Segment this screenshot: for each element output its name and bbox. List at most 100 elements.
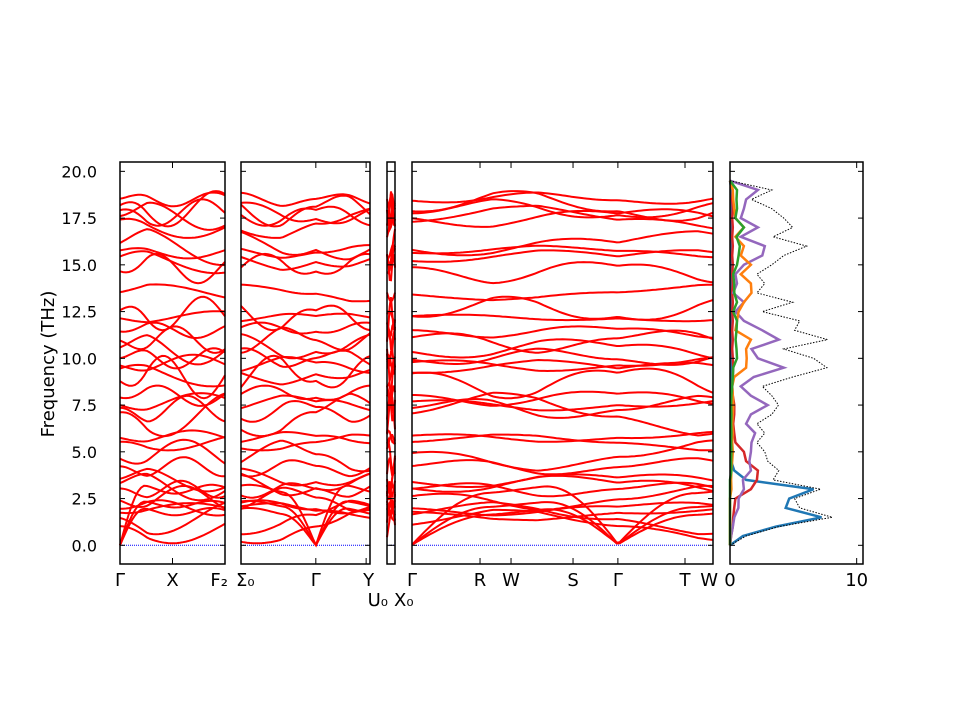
x-tick-label: S <box>567 570 578 591</box>
band-line <box>411 208 714 228</box>
band-line <box>386 395 396 422</box>
x-tick-label: F₂ <box>210 570 228 591</box>
band-line <box>119 354 226 400</box>
band-line <box>411 430 714 443</box>
x-tick-label: Γ <box>613 570 623 591</box>
y-tick-label: 15.0 <box>61 256 97 275</box>
band-line <box>411 474 714 493</box>
x-tick-label: T <box>679 570 692 591</box>
band-line <box>119 483 226 546</box>
band-line <box>240 430 371 445</box>
dos-panel: 0 10 <box>724 161 868 591</box>
band-line <box>411 501 714 536</box>
x-tick-label: X₀ <box>394 590 414 611</box>
band-line <box>411 484 714 511</box>
band-panel-1: Γ X F₂ <box>115 161 228 591</box>
y-tick-label: 7.5 <box>72 396 97 415</box>
band-line <box>411 244 714 259</box>
x-tick-label: Y <box>362 570 375 591</box>
band-line <box>119 353 226 372</box>
band-line <box>119 429 226 443</box>
band-line <box>119 228 226 267</box>
band-line <box>119 456 225 478</box>
y-tick-label: 2.5 <box>72 490 97 509</box>
band-line <box>119 321 226 340</box>
band-line <box>411 457 714 476</box>
band-line <box>411 367 714 400</box>
band-line <box>240 483 371 548</box>
band-line <box>119 310 226 324</box>
band-line <box>119 507 226 546</box>
band-line <box>240 326 371 354</box>
dos-line-partial-3 <box>728 179 788 546</box>
band-line <box>240 230 371 261</box>
band-line <box>240 355 371 374</box>
band-line <box>386 228 396 268</box>
band-line <box>240 384 371 401</box>
band-line <box>411 295 714 321</box>
dos-line-partial-2 <box>728 180 760 546</box>
band-panel-3: U₀ X₀ <box>368 161 414 611</box>
band-line <box>411 190 714 222</box>
band-line <box>119 522 226 545</box>
band-line <box>411 249 714 263</box>
band-line <box>241 499 371 536</box>
band-line <box>119 384 226 407</box>
x-tick-label: R <box>474 570 487 591</box>
x-tick-label: U₀ <box>368 590 388 611</box>
band-line <box>119 283 226 299</box>
band-line <box>411 439 714 472</box>
dos-x-tick-label: 0 <box>724 570 735 591</box>
band-line <box>119 295 226 332</box>
band-line <box>411 508 714 522</box>
band-line <box>240 399 371 423</box>
band-line <box>119 502 226 515</box>
band-line <box>386 191 396 227</box>
band-line <box>240 482 371 499</box>
band-panel-frame <box>411 161 714 565</box>
x-tick-label: Γ <box>115 570 125 591</box>
band-line <box>240 472 371 497</box>
band-line <box>119 394 226 423</box>
band-line <box>240 194 371 228</box>
band-line <box>240 439 371 473</box>
band-line <box>412 390 714 407</box>
band-line <box>411 230 714 257</box>
x-tick-label: Γ <box>311 570 321 591</box>
band-line <box>240 304 371 332</box>
y-tick-label: 0.0 <box>72 536 97 555</box>
band-panel-frame <box>386 161 396 565</box>
band-line <box>119 325 226 354</box>
dos-panel-frame <box>729 161 864 565</box>
band-line <box>411 391 714 437</box>
band-line <box>386 385 396 407</box>
band-line <box>386 297 396 331</box>
band-line <box>240 333 371 360</box>
band-line <box>240 207 371 239</box>
band-line <box>240 191 371 207</box>
band-line <box>119 191 226 208</box>
band-line <box>411 191 714 205</box>
band-line <box>240 283 371 303</box>
band-line <box>119 334 226 366</box>
band-line <box>386 292 396 303</box>
band-line <box>240 347 371 368</box>
band-line <box>240 392 371 438</box>
x-tick-label: Σ₀ <box>236 570 255 591</box>
band-line <box>119 201 226 231</box>
y-axis-label: Frequency (THz) <box>38 291 59 438</box>
y-tick-label: 10.0 <box>61 349 97 368</box>
band-line <box>119 363 226 388</box>
band-line <box>240 459 371 478</box>
band-line <box>411 481 714 498</box>
band-panel-2: Σ₀ Γ Y <box>236 161 375 591</box>
band-line <box>240 486 371 513</box>
band-line <box>411 325 714 339</box>
band-line <box>386 436 396 475</box>
band-line <box>386 192 396 210</box>
band-line <box>411 394 714 419</box>
band-line <box>119 198 226 227</box>
